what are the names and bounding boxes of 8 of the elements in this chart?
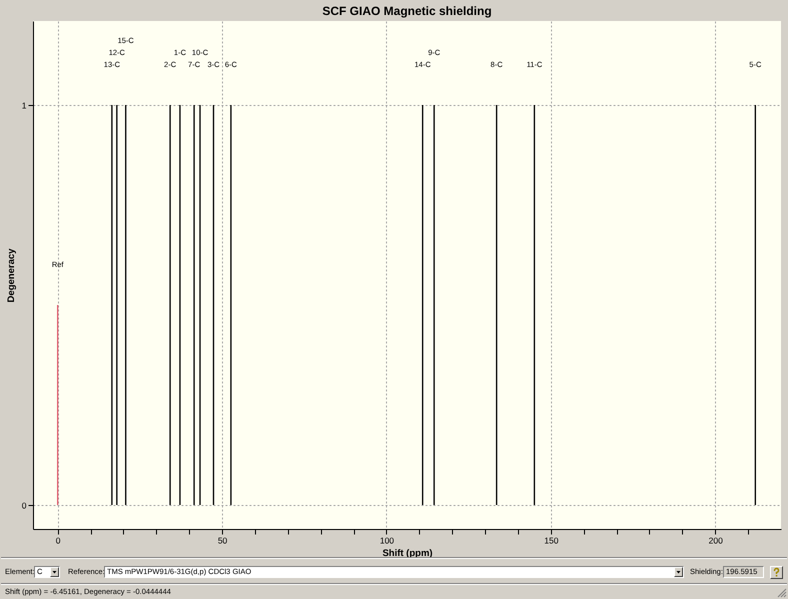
x-tick-label: 0 (56, 536, 61, 546)
x-tick-label: 50 (218, 536, 228, 546)
x-tick-label: 200 (708, 536, 724, 546)
x-tick-label: 150 (544, 536, 559, 546)
chart-title: SCF GIAO Magnetic shielding (322, 4, 492, 18)
y-axis-title: Degeneracy (6, 248, 17, 302)
y-tick-label: 1 (22, 100, 27, 110)
x-tick-label: 100 (380, 536, 394, 546)
